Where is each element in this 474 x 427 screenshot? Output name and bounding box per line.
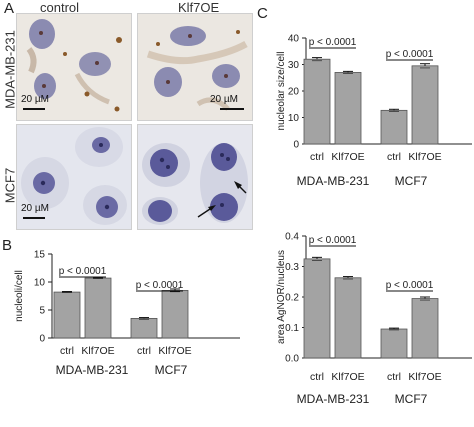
- y-tick-label: 10: [288, 113, 300, 124]
- scale-bar: [220, 108, 244, 110]
- category-label: ctrl: [310, 151, 324, 163]
- micrograph-mda-control: 20 µM: [16, 13, 132, 121]
- category-label: Klf7OE: [158, 345, 191, 357]
- category-label: Klf7OE: [81, 345, 114, 357]
- group-label: MCF7: [395, 174, 428, 188]
- category-label: Klf7OE: [331, 371, 364, 383]
- scale-bar-label: 20 µM: [21, 203, 49, 214]
- panel-letter-c: C: [257, 5, 268, 22]
- y-tick-label: 0.4: [285, 232, 299, 243]
- y-tick-label: 30: [288, 60, 300, 71]
- group-label: MDA-MB-231: [297, 174, 370, 188]
- y-axis-label: nucleoli/cell: [14, 270, 25, 322]
- group-label: MCF7: [155, 363, 188, 377]
- bar-3: [380, 109, 408, 145]
- category-label: ctrl: [387, 371, 401, 383]
- significance-label: p < 0.0001: [309, 235, 357, 246]
- group-label: MCF7: [395, 392, 428, 406]
- bar-1: [303, 258, 331, 359]
- category-label: ctrl: [310, 371, 324, 383]
- panel-letter-b: B: [2, 237, 13, 254]
- significance-label: p < 0.0001: [386, 49, 434, 60]
- bar-4: [411, 65, 439, 145]
- y-tick-label: 0.0: [285, 354, 299, 365]
- category-label: Klf7OE: [331, 151, 364, 163]
- y-tick-label: 0.3: [285, 262, 299, 273]
- significance-label: p < 0.0001: [386, 280, 434, 291]
- category-label: Klf7OE: [408, 371, 441, 383]
- significance-label: p < 0.0001: [136, 280, 184, 291]
- significance-label: p < 0.0001: [59, 266, 107, 277]
- micrograph-mda-klf7oe-art: [146, 26, 248, 111]
- y-axis-label: nucleolar size/cell: [276, 52, 287, 131]
- column-label-klf7oe: Klf7OE: [178, 0, 220, 15]
- micrograph-mcf7-control: 20 µM: [16, 124, 132, 230]
- column-label-control: control: [40, 0, 80, 15]
- bar-3: [380, 328, 408, 359]
- y-axis-label: area AgNOR/nucleus: [276, 250, 287, 344]
- bar-2: [84, 277, 112, 339]
- micrograph-mda-klf7oe: 20 µM: [137, 13, 253, 121]
- bar-2: [334, 72, 362, 145]
- y-tick-label: 40: [288, 34, 300, 45]
- group-label: MDA-MB-231: [56, 363, 129, 377]
- micrograph-mcf7-klf7oe-art: [142, 143, 248, 225]
- y-tick-label: 5: [39, 306, 45, 317]
- scale-bar-label: 20 µM: [21, 94, 49, 105]
- bar-2: [334, 277, 362, 359]
- y-tick-label: 20: [288, 87, 300, 98]
- micrograph-mcf7-klf7oe: [137, 124, 253, 230]
- y-tick-label: 15: [34, 250, 46, 261]
- group-label: MDA-MB-231: [297, 392, 370, 406]
- y-tick-label: 0.1: [285, 323, 299, 334]
- scale-bar-label: 20 µM: [210, 94, 238, 105]
- y-tick-label: 10: [34, 278, 46, 289]
- panel-letter-a: A: [4, 0, 15, 17]
- scale-bar: [23, 217, 45, 219]
- category-label: ctrl: [387, 151, 401, 163]
- y-tick-label: 0: [293, 140, 299, 151]
- category-label: ctrl: [137, 345, 151, 357]
- bar-4: [411, 298, 439, 359]
- scale-bar: [23, 108, 45, 110]
- y-tick-label: 0: [39, 334, 45, 345]
- y-tick-label: 0.2: [285, 293, 299, 304]
- micrograph-mda-control-art: [26, 19, 122, 112]
- bar-4: [161, 289, 189, 339]
- category-label: ctrl: [60, 345, 74, 357]
- category-label: Klf7OE: [408, 151, 441, 163]
- micrograph-mcf7-control-art: [21, 127, 127, 225]
- significance-label: p < 0.0001: [309, 37, 357, 48]
